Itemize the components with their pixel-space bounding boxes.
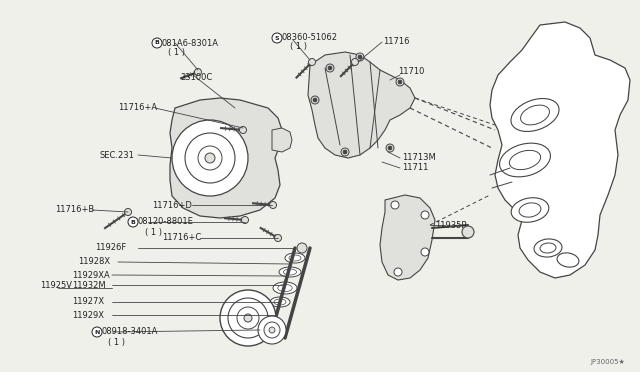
Circle shape bbox=[421, 248, 429, 256]
Circle shape bbox=[386, 144, 394, 152]
Text: JP30005★: JP30005★ bbox=[590, 359, 625, 365]
Ellipse shape bbox=[557, 253, 579, 267]
Text: 11710: 11710 bbox=[398, 67, 424, 77]
Circle shape bbox=[358, 55, 362, 59]
Ellipse shape bbox=[511, 99, 559, 131]
Polygon shape bbox=[490, 22, 630, 278]
Text: B: B bbox=[131, 219, 136, 224]
Circle shape bbox=[220, 290, 276, 346]
Text: 11711: 11711 bbox=[402, 164, 428, 173]
Polygon shape bbox=[272, 128, 292, 152]
Text: 08120-8801E: 08120-8801E bbox=[138, 218, 194, 227]
Circle shape bbox=[343, 150, 347, 154]
Text: SEC.231: SEC.231 bbox=[100, 151, 135, 160]
Circle shape bbox=[313, 98, 317, 102]
Ellipse shape bbox=[278, 285, 292, 292]
Circle shape bbox=[391, 201, 399, 209]
Ellipse shape bbox=[540, 243, 556, 253]
Text: 11929X: 11929X bbox=[72, 311, 104, 320]
Ellipse shape bbox=[289, 255, 301, 261]
Circle shape bbox=[311, 96, 319, 104]
Text: 11716+B: 11716+B bbox=[55, 205, 94, 215]
Circle shape bbox=[237, 307, 259, 329]
Text: N: N bbox=[94, 330, 100, 334]
Ellipse shape bbox=[273, 282, 297, 294]
Ellipse shape bbox=[534, 239, 562, 257]
Circle shape bbox=[241, 217, 248, 224]
Circle shape bbox=[275, 234, 282, 241]
Circle shape bbox=[264, 322, 280, 338]
Text: 08360-51062: 08360-51062 bbox=[282, 33, 338, 42]
Text: 11927X: 11927X bbox=[72, 298, 104, 307]
Circle shape bbox=[388, 146, 392, 150]
Ellipse shape bbox=[274, 299, 286, 305]
Polygon shape bbox=[308, 52, 415, 158]
Circle shape bbox=[396, 78, 404, 86]
Circle shape bbox=[341, 148, 349, 156]
Text: 11932M: 11932M bbox=[72, 280, 106, 289]
Ellipse shape bbox=[284, 269, 296, 275]
Circle shape bbox=[272, 33, 282, 43]
Text: 11716+A: 11716+A bbox=[118, 103, 157, 112]
Circle shape bbox=[328, 66, 332, 70]
Text: ( 1 ): ( 1 ) bbox=[168, 48, 185, 57]
Circle shape bbox=[269, 202, 276, 208]
Text: 11926F: 11926F bbox=[95, 244, 126, 253]
Ellipse shape bbox=[520, 105, 549, 125]
Circle shape bbox=[239, 126, 246, 134]
Text: 11928X: 11928X bbox=[78, 257, 110, 266]
Circle shape bbox=[125, 208, 131, 215]
Text: 11929XA: 11929XA bbox=[72, 270, 109, 279]
Text: 11935P: 11935P bbox=[435, 221, 467, 230]
Circle shape bbox=[421, 211, 429, 219]
Circle shape bbox=[258, 316, 286, 344]
Polygon shape bbox=[170, 98, 282, 218]
Circle shape bbox=[195, 68, 202, 76]
Circle shape bbox=[297, 243, 307, 253]
Text: 23100C: 23100C bbox=[180, 74, 212, 83]
Ellipse shape bbox=[285, 253, 305, 263]
Ellipse shape bbox=[270, 297, 290, 307]
Text: 11925V: 11925V bbox=[40, 280, 72, 289]
Text: ( 1 ): ( 1 ) bbox=[108, 337, 125, 346]
Text: 11713M: 11713M bbox=[402, 154, 436, 163]
Text: 11716+C: 11716+C bbox=[162, 234, 201, 243]
Circle shape bbox=[394, 268, 402, 276]
Ellipse shape bbox=[519, 203, 541, 217]
Circle shape bbox=[152, 38, 162, 48]
Circle shape bbox=[205, 153, 215, 163]
Circle shape bbox=[172, 120, 248, 196]
Text: B: B bbox=[155, 41, 159, 45]
Ellipse shape bbox=[509, 150, 541, 170]
Circle shape bbox=[269, 327, 275, 333]
Text: S: S bbox=[275, 35, 279, 41]
Circle shape bbox=[128, 217, 138, 227]
Text: 11716+D: 11716+D bbox=[152, 201, 192, 209]
Circle shape bbox=[462, 226, 474, 238]
Circle shape bbox=[92, 327, 102, 337]
Circle shape bbox=[356, 53, 364, 61]
Polygon shape bbox=[380, 195, 435, 280]
Circle shape bbox=[228, 298, 268, 338]
Circle shape bbox=[185, 133, 235, 183]
Text: ( 1 ): ( 1 ) bbox=[290, 42, 307, 51]
Text: 11716: 11716 bbox=[383, 38, 410, 46]
Circle shape bbox=[326, 64, 334, 72]
Circle shape bbox=[398, 80, 402, 84]
Ellipse shape bbox=[279, 267, 301, 277]
Circle shape bbox=[244, 314, 252, 322]
Ellipse shape bbox=[511, 198, 549, 222]
Circle shape bbox=[351, 58, 358, 65]
Text: 08918-3401A: 08918-3401A bbox=[102, 327, 158, 337]
Text: ( 1 ): ( 1 ) bbox=[145, 228, 162, 237]
Circle shape bbox=[198, 146, 222, 170]
Circle shape bbox=[308, 58, 316, 65]
Text: 081A6-8301A: 081A6-8301A bbox=[162, 38, 219, 48]
Ellipse shape bbox=[500, 143, 550, 177]
